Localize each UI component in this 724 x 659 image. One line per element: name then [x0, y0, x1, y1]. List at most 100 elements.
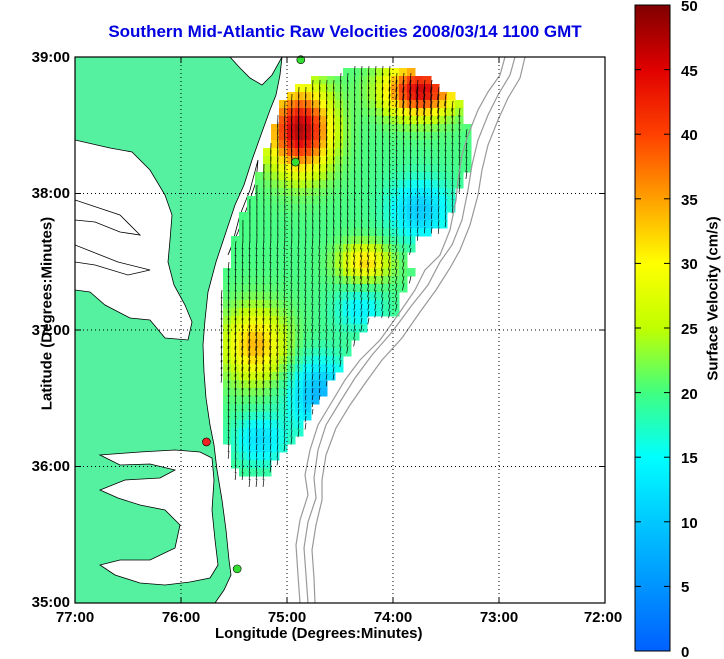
velocity-vector — [318, 156, 321, 169]
velocity-vector — [395, 240, 398, 249]
velocity-vector — [374, 289, 377, 298]
velocity-vector — [340, 163, 342, 174]
velocity-cell — [407, 268, 416, 277]
velocity-vector — [248, 408, 251, 417]
velocity-vector — [354, 233, 356, 243]
velocity-cell — [423, 140, 432, 149]
velocity-vector — [276, 324, 279, 335]
velocity-vector — [451, 121, 454, 131]
velocity-vector — [276, 275, 279, 285]
velocity-vector — [297, 303, 300, 313]
velocity-vector — [395, 275, 398, 284]
velocity-vector — [409, 170, 412, 179]
velocity-vector — [345, 261, 349, 272]
velocity-vector — [353, 282, 356, 292]
velocity-vector — [354, 212, 356, 222]
velocity-vector — [416, 93, 419, 110]
velocity-cell — [271, 276, 280, 285]
velocity-vector — [444, 177, 447, 186]
velocity-vector — [367, 219, 370, 229]
velocity-vector — [340, 86, 342, 96]
velocity-cell — [263, 300, 272, 309]
velocity-vector — [241, 408, 244, 418]
velocity-vector — [325, 296, 328, 305]
velocity-vector — [430, 142, 433, 152]
velocity-vector — [290, 359, 293, 369]
velocity-cell — [455, 100, 464, 109]
velocity-vector — [409, 275, 412, 284]
velocity-cell — [311, 148, 320, 157]
velocity-cell — [271, 388, 280, 397]
velocity-vector — [227, 331, 230, 342]
velocity-cell — [271, 164, 280, 173]
velocity-vector — [346, 345, 349, 354]
velocity-cell — [375, 228, 384, 237]
velocity-vector — [354, 107, 356, 117]
velocity-vector — [325, 289, 328, 298]
velocity-vector — [325, 324, 328, 333]
colorbar-tick-label: 50 — [681, 0, 698, 15]
velocity-cell — [311, 276, 320, 285]
velocity-vector — [269, 310, 272, 321]
velocity-vector — [409, 121, 412, 132]
velocity-vector — [395, 100, 398, 114]
velocity-cell — [319, 316, 328, 325]
velocity-vector — [437, 156, 440, 166]
velocity-cell — [239, 236, 248, 245]
velocity-cell — [327, 316, 336, 325]
velocity-cell — [423, 116, 432, 125]
velocity-cell — [327, 284, 336, 293]
velocity-vector — [333, 170, 335, 181]
velocity-cell — [223, 436, 232, 445]
velocity-cell — [287, 412, 296, 421]
velocity-vector — [367, 170, 370, 180]
velocity-cell — [375, 140, 384, 149]
velocity-vector — [354, 121, 356, 131]
velocity-cell — [319, 228, 328, 237]
velocity-vector — [318, 317, 321, 326]
velocity-vector — [374, 296, 377, 305]
velocity-cell — [359, 116, 368, 125]
velocity-cell — [439, 116, 448, 125]
velocity-cell — [391, 260, 400, 269]
velocity-vector — [451, 135, 454, 145]
velocity-vector — [318, 254, 321, 264]
velocity-vector — [312, 79, 314, 90]
velocity-vector — [381, 170, 384, 180]
velocity-vector — [234, 317, 237, 328]
velocity-cell — [279, 236, 288, 245]
velocity-cell — [415, 116, 424, 125]
velocity-cell — [247, 452, 256, 461]
velocity-cell — [271, 396, 280, 405]
velocity-vector — [437, 163, 440, 173]
velocity-vector — [346, 310, 349, 318]
velocity-vector — [227, 303, 230, 313]
velocity-cell — [287, 92, 296, 101]
velocity-vector — [227, 436, 230, 445]
velocity-vector — [248, 261, 251, 271]
velocity-cell — [311, 348, 320, 357]
velocity-vector — [227, 429, 230, 438]
velocity-vector — [269, 268, 272, 278]
velocity-vector — [388, 310, 391, 319]
velocity-cell — [439, 204, 448, 213]
velocity-vector — [416, 100, 419, 115]
velocity-cell — [287, 228, 296, 237]
velocity-vector — [255, 464, 258, 473]
velocity-cell — [359, 220, 368, 229]
velocity-cell — [263, 276, 272, 285]
velocity-cell — [415, 124, 424, 133]
velocity-vector — [220, 338, 223, 349]
velocity-cell — [335, 140, 344, 149]
velocity-vector — [347, 184, 349, 194]
velocity-cell — [439, 212, 448, 221]
velocity-vector — [326, 226, 328, 236]
velocity-cell — [335, 228, 344, 237]
velocity-vector — [276, 436, 279, 444]
velocity-cell — [399, 148, 408, 157]
velocity-vector — [234, 275, 237, 285]
velocity-vector — [381, 177, 384, 187]
velocity-vector — [409, 191, 412, 199]
velocity-vector — [297, 401, 300, 409]
velocity-vector — [374, 93, 377, 104]
